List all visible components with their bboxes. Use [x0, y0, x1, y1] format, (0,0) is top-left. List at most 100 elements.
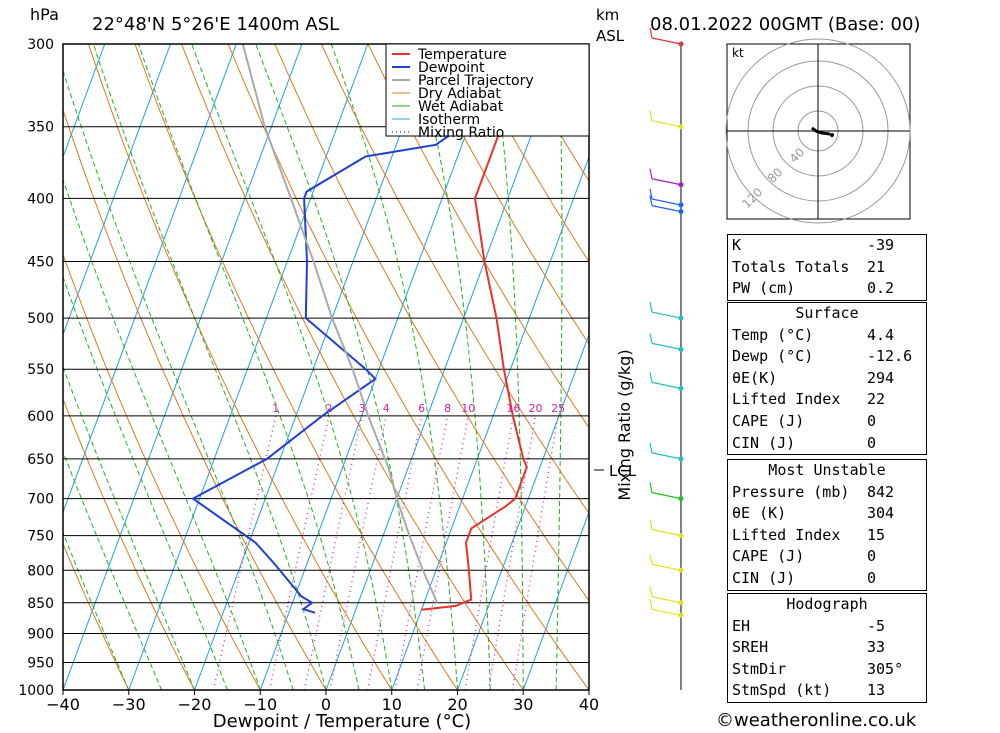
legend-item-parcel: Parcel Trajectory [418, 73, 534, 89]
legend: Temperature Dewpoint Parcel Trajectory D… [385, 43, 590, 141]
mixing-ratio-label: 20 [529, 402, 543, 415]
series-temperature [421, 44, 528, 611]
legend-item-wet-adiabat: Wet Adiabat [418, 99, 504, 115]
wet-adiabat-line [255, 44, 426, 690]
mixing-ratio-axis-label: Mixing Ratio (g/kg) [615, 349, 634, 500]
hodograph-storm-motion [830, 133, 834, 137]
mixing-ratio-line [511, 415, 559, 690]
pressure-tick-label: 550 [27, 362, 54, 378]
row-pressure: Pressure (mb) 842 [732, 482, 895, 501]
isotherm-line [128, 44, 369, 690]
mixing-ratio-label: 8 [444, 402, 451, 415]
x-tick-label: 10 [382, 695, 402, 714]
row-mu-theta: θE (K) 304 [732, 504, 895, 523]
wet-adiabat-line [588, 676, 589, 690]
wind-barb [651, 596, 682, 604]
pressure-tick-label: 650 [27, 452, 54, 468]
wind-barb [651, 492, 682, 500]
pressure-tick-label: 600 [27, 409, 54, 425]
row-mu-li: Lifted Index 15 [732, 525, 886, 544]
mixing-ratio-label: 3 [359, 402, 366, 415]
mixing-ratio-line [303, 415, 363, 690]
pressure-tick-label: 400 [27, 191, 54, 207]
pressure-tick-label: 700 [27, 492, 54, 508]
km-label: km [596, 6, 619, 24]
dry-adiabat-line [974, 44, 1000, 690]
pressure-tick-label: 900 [27, 626, 54, 642]
row-theta: θE(K) 294 [732, 368, 895, 387]
wind-barb-flag [649, 301, 653, 313]
wind-barb-flag [649, 188, 653, 200]
dry-adiabat-line [367, 44, 589, 429]
isotherm-line [259, 44, 500, 690]
wet-adiabat-line [555, 44, 563, 690]
dry-adiabat-line [63, 542, 130, 690]
dry-adiabat-line [927, 44, 1000, 690]
wet-adiabat-line [63, 450, 163, 690]
wind-barb [651, 381, 682, 389]
surface-table: Surface Temp (°C) 4.4 Dewp (°C) -12.6 θE(K… [727, 302, 927, 456]
most-unstable-table: Most Unstable Pressure (mb) 842 θE (K) 304… [727, 459, 927, 591]
legend-item-isotherm: Isotherm [418, 112, 480, 128]
wet-adiabat-line [413, 44, 491, 690]
x-tick-label: 0 [321, 695, 331, 714]
location-title: 22°48'N 5°26'E 1400m ASL [92, 14, 339, 35]
pressure-tick-label: 850 [27, 596, 54, 612]
dry-adiabat-line [460, 44, 589, 263]
mixing-ratio-label: 6 [418, 402, 425, 415]
asl-label: ASL [596, 27, 625, 45]
pressure-tick-label: 300 [27, 37, 54, 53]
pressure-tick-label: 950 [27, 655, 54, 671]
indices-table: K -39 Totals Totals 21 PW (cm) 0.2 [727, 234, 927, 301]
pressure-tick-label: 500 [27, 311, 54, 327]
wind-barb [651, 563, 682, 571]
mixing-ratio-label: 16 [506, 402, 520, 415]
isotherm-line [194, 44, 434, 690]
legend-item-dewpoint: Dewpoint [418, 60, 485, 76]
mixing-ratio-label: 10 [461, 402, 475, 415]
row-cin: CIN (J) 0 [732, 433, 877, 452]
wind-barb [651, 178, 682, 186]
mixing-ratio-line [366, 415, 423, 690]
row-temp: Temp (°C) 4.4 [732, 325, 895, 344]
mixing-ratio-line [212, 415, 277, 690]
wind-barb-flag [649, 333, 653, 344]
mixing-ratio-line [268, 415, 330, 690]
credit-link[interactable]: ©weatheronline.co.uk [716, 710, 917, 731]
row-dewp: Dewp (°C) -12.6 [732, 347, 913, 366]
dry-adiabat-line [414, 44, 589, 345]
wind-barb-flag [649, 482, 653, 493]
x-tick-label: 30 [513, 695, 533, 714]
wind-barb-flag [649, 27, 653, 39]
row-totals: Totals Totals 21 [732, 257, 886, 276]
mixing-ratio-label: 25 [551, 402, 565, 415]
hodograph-title: Hodograph [728, 593, 926, 616]
hodograph-table: Hodograph EH -5 SREH 33 StmDir 305° StmSpd … [727, 593, 927, 703]
row-mu-cape: CAPE (J) 0 [732, 547, 877, 566]
mixing-ratio-line [394, 415, 449, 690]
surface-title: Surface [728, 302, 926, 325]
pressure-tick-label: 750 [27, 529, 54, 545]
row-eh: EH -5 [732, 616, 886, 635]
mixing-ratio-label: 1 [272, 402, 279, 415]
legend-item-temperature: Temperature [417, 47, 507, 63]
wind-profile [649, 27, 684, 690]
lcl-label: LCL [609, 462, 637, 480]
wind-barb [651, 198, 682, 206]
wind-barb [651, 608, 682, 616]
isotherm-line [63, 44, 303, 690]
isotherm-line [63, 44, 237, 514]
wind-barb-flag [649, 586, 653, 597]
wind-barb [651, 311, 682, 319]
pressure-unit-label: hPa [30, 5, 59, 24]
wind-barb-flag [649, 599, 653, 610]
row-stmspd: StmSpd (kt) 13 [732, 681, 886, 700]
wind-barb-flag [649, 554, 653, 565]
wind-barb-flag [649, 519, 653, 530]
hodograph-trace [811, 126, 831, 136]
pressure-tick-label: 800 [27, 563, 54, 579]
mixing-ratio-label: 4 [383, 402, 390, 415]
row-pw: PW (cm) 0.2 [732, 279, 895, 298]
legend-box [385, 43, 590, 137]
plot-frame [62, 43, 590, 691]
